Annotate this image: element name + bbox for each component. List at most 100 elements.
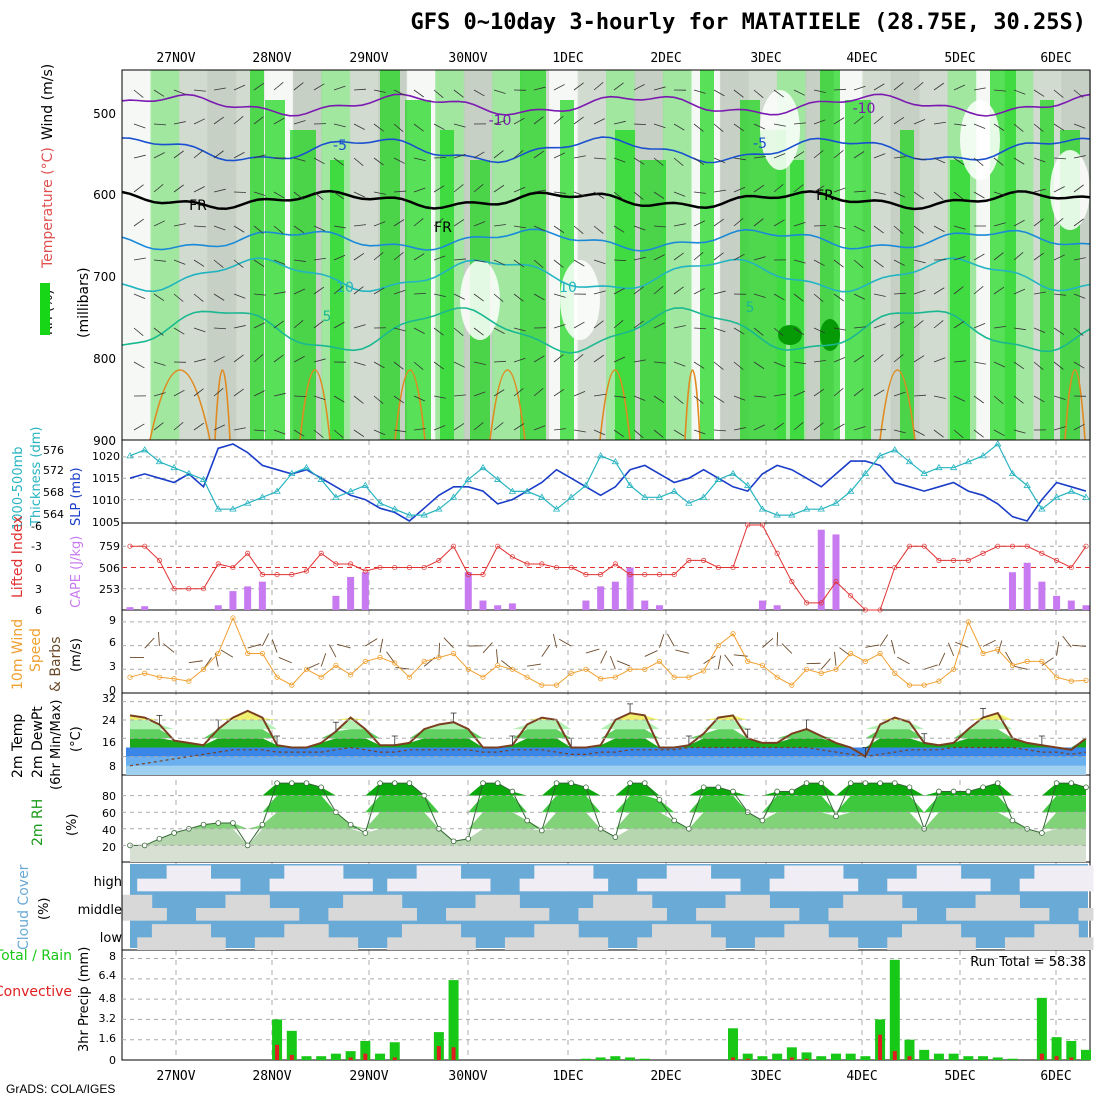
cape-bar — [626, 567, 634, 610]
upper-wind-barb — [1073, 293, 1086, 299]
date-label-top: 28NOV — [252, 51, 291, 66]
cape-bar — [361, 572, 369, 610]
thickness-point — [1038, 505, 1046, 512]
upper-wind-barb — [673, 286, 684, 295]
upper-wind-barb — [1073, 361, 1085, 369]
upper-wind-barb — [913, 82, 924, 91]
rh-point — [994, 780, 1001, 786]
upper-wind-barb — [1053, 327, 1065, 336]
upper-wind-barb — [533, 189, 546, 193]
precip-total-bar — [978, 1056, 989, 1060]
upper-wind-barb — [973, 323, 986, 329]
upper-wind-barb — [953, 321, 965, 329]
lifted-index-point — [1024, 543, 1030, 549]
cloud-cover-block — [887, 937, 903, 950]
rh-low-region — [1050, 150, 1090, 230]
upper-wind-barb — [373, 157, 384, 166]
upper-wind-barb — [1033, 89, 1045, 97]
cape-bar — [1023, 562, 1031, 610]
upper-wind-barb — [213, 293, 225, 301]
upper-wind-barb — [573, 321, 585, 329]
upper-wind-barb — [793, 390, 806, 397]
upper-wind-barb — [733, 218, 744, 227]
upper-wind-barb — [133, 361, 145, 369]
rh-point — [891, 780, 898, 786]
upper-wind-barb — [473, 327, 484, 336]
precip-total-bar — [360, 1040, 371, 1060]
precip-run-total: Run Total = 58.38 — [970, 955, 1086, 970]
lifted-index-point — [421, 564, 427, 571]
rh-point — [406, 780, 413, 786]
upper-wind-barb — [933, 395, 946, 399]
temp-cold-band — [126, 765, 1086, 775]
cloud-cover-block — [887, 878, 903, 892]
lifted-index-point — [612, 561, 618, 567]
upper-wind-barb — [953, 360, 966, 363]
upper-wind-barb — [753, 123, 766, 130]
lifted-index-point — [1083, 543, 1089, 549]
upper-wind-barb — [273, 117, 285, 125]
upper-wind-barb — [253, 154, 266, 159]
upper-wind-barb — [613, 259, 627, 261]
cloud-cover-block — [593, 937, 609, 950]
upper-wind-barb — [913, 355, 925, 363]
thickness-point — [964, 457, 973, 465]
upper-wind-barb — [613, 191, 624, 200]
upper-wind-barb — [513, 293, 524, 302]
upper-wind-barb — [713, 361, 724, 370]
minmax-axis-label: (6hr Min/Max) — [49, 700, 64, 790]
lifted-index-point — [274, 572, 280, 578]
cloud-cover-block — [710, 937, 726, 950]
upper-wind-barb — [893, 156, 906, 159]
thickness-point — [229, 505, 237, 512]
upper-wind-barb — [413, 428, 426, 431]
cape-bar — [611, 581, 619, 610]
wind-speed-point — [465, 666, 471, 672]
upper-wind-barb — [453, 327, 464, 337]
wind-speed-point — [612, 674, 618, 680]
thickness-point — [273, 487, 281, 494]
cloud-cover-block — [799, 924, 815, 950]
cloud-cover-block — [828, 937, 844, 950]
rh-point — [877, 780, 883, 786]
cape-bar — [773, 605, 781, 610]
lifted-index-point — [245, 550, 251, 556]
upper-wind-barb — [633, 83, 645, 91]
upper-wind-barb — [613, 429, 625, 438]
thickness-point — [361, 481, 370, 488]
cloud-cover-block — [769, 908, 785, 921]
lifted-index-point — [980, 550, 986, 556]
upper-wind-barb — [733, 395, 746, 401]
thickness-point — [817, 505, 825, 512]
cloud-cover-block — [1004, 937, 1020, 950]
precip-convective-bar — [436, 1046, 441, 1060]
upper-wind-barb — [813, 293, 824, 303]
upper-wind-barb — [1053, 186, 1065, 193]
cloud-cover-block — [166, 924, 182, 950]
upper-wind-barb — [313, 395, 326, 401]
upper-wind-barb — [333, 123, 346, 128]
upper-wind-barb — [173, 327, 185, 335]
rh-point — [627, 780, 633, 786]
precip-convective-bar — [1039, 1053, 1044, 1060]
upper-wind-barb — [273, 320, 284, 329]
wind-speed-point — [142, 670, 148, 676]
temp-cold-band — [126, 756, 1086, 766]
cape-bar — [126, 607, 134, 610]
precip-tick-label: 3.2 — [99, 1012, 117, 1025]
upper-wind-barb — [1073, 184, 1084, 193]
upper-wind-barb — [573, 82, 584, 91]
rh-band — [130, 812, 1086, 829]
upper-wind-barb — [913, 320, 924, 329]
temp-warm-band — [130, 738, 1086, 748]
wind-unit-label: (m/s) — [69, 638, 84, 672]
upper-wind-barb — [373, 429, 386, 436]
date-label-bottom: 4DEC — [846, 1069, 877, 1084]
upper-wind-barb — [333, 321, 345, 329]
cloud-cover-block — [446, 908, 462, 921]
isotherm-warm-dome — [394, 369, 426, 441]
rh-point — [524, 817, 530, 824]
upper-wind-barb — [373, 287, 385, 295]
upper-wind-barb — [513, 388, 524, 397]
upper-wind-barb — [633, 191, 644, 200]
